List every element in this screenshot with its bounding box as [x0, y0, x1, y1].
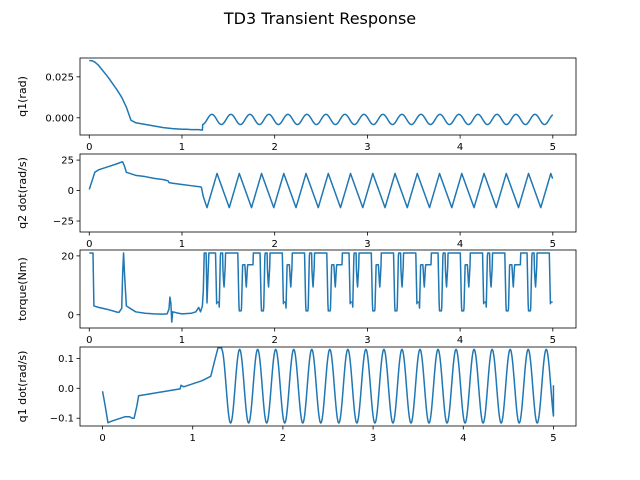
x-tick-label: 1: [179, 239, 185, 250]
y-axis-label: q1(rad): [16, 76, 29, 117]
series-line-2: [88, 161, 554, 209]
axes-frame-1: [79, 57, 577, 136]
series-line-3: [89, 252, 554, 323]
axes-frame-4: [79, 346, 577, 427]
subplot-1: 0 1 2 3 4 5 0.025 0.000 q1(rad): [16, 57, 577, 153]
x-tick-label: 5: [550, 142, 556, 153]
series-line-4: [101, 347, 555, 424]
y-tick-label: −25: [53, 217, 74, 228]
y-tick-label: 0.025: [45, 72, 74, 83]
y-tick-label: −0.1: [50, 414, 74, 425]
x-tick-label: 2: [280, 433, 286, 444]
x-tick-label: 0: [86, 142, 92, 153]
x-tick-label: 3: [364, 142, 370, 153]
subplot-3: 0 1 2 3 4 5 20 0 torque(Nm): [16, 249, 577, 346]
x-tick-label: 4: [460, 433, 466, 444]
x-tick-label: 4: [457, 239, 463, 250]
y-tick-label: 0.0: [58, 384, 74, 395]
y-axis-label: torque(Nm): [16, 257, 29, 321]
y-tick-label: 25: [61, 156, 74, 167]
x-tick-label: 1: [179, 142, 185, 153]
figure-title: TD3 Transient Response: [223, 9, 416, 28]
y-tick-label: 20: [61, 251, 74, 262]
x-tick-label: 3: [364, 239, 370, 250]
x-tick-label: 1: [190, 433, 196, 444]
x-tick-label: 0: [99, 433, 105, 444]
y-axis-label: q2 dot(rad/s): [16, 157, 29, 229]
x-tick-label: 0: [86, 239, 92, 250]
x-tick-label: 2: [272, 239, 278, 250]
x-tick-label: 5: [550, 433, 556, 444]
y-tick-label: 0: [68, 186, 74, 197]
x-tick-label: 2: [272, 142, 278, 153]
x-tick-label: 1: [179, 335, 185, 346]
subplot-2: 0 1 2 3 4 5 25 0 −25 q2 dot(rad/s): [16, 153, 577, 250]
y-tick-label: 0.000: [45, 113, 74, 124]
y-axis-label: q1 dot(rad/s): [16, 351, 29, 423]
subplot-4: 0 1 2 3 4 5 0.1 0.0 −0.1 q1 dot(rad/s): [16, 346, 577, 444]
x-tick-label: 2: [272, 335, 278, 346]
x-tick-label: 4: [457, 335, 463, 346]
x-tick-label: 3: [364, 335, 370, 346]
axes-frame-2: [79, 153, 577, 233]
y-tick-label: 0.1: [58, 354, 74, 365]
x-tick-label: 5: [550, 335, 556, 346]
x-tick-label: 0: [86, 335, 92, 346]
x-tick-label: 5: [550, 239, 556, 250]
x-tick-label: 3: [370, 433, 376, 444]
x-tick-label: 4: [457, 142, 463, 153]
y-tick-label: 0: [68, 310, 74, 321]
axes-frame-3: [79, 249, 577, 329]
series-line-1: [89, 59, 554, 131]
